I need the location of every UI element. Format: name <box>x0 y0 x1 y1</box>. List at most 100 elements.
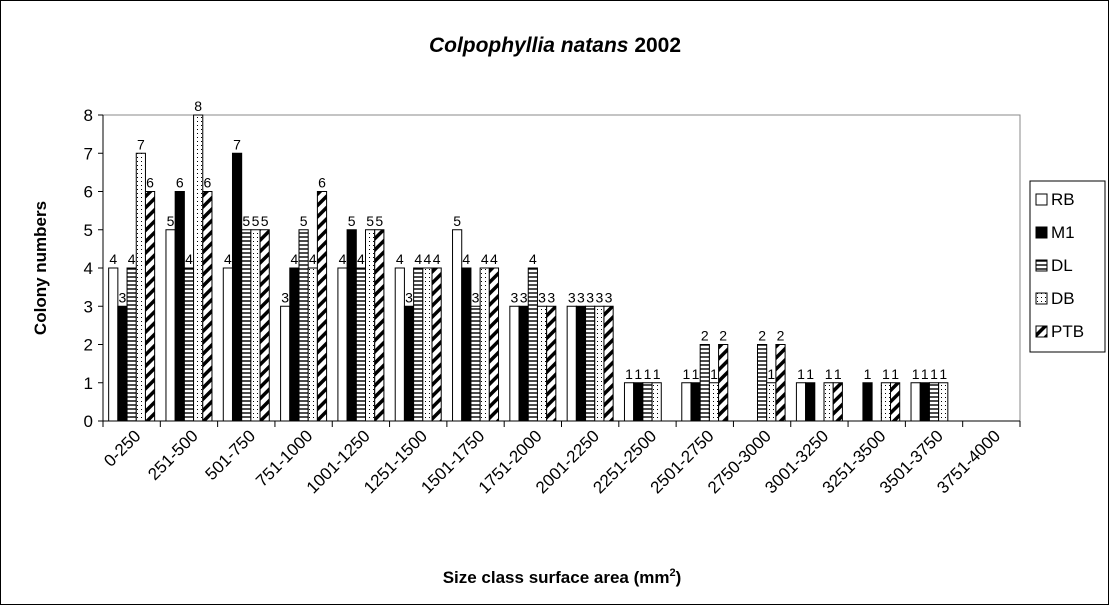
chart-title: Colpophyllia natans 2002 <box>429 34 681 57</box>
y-tick-label: 6 <box>84 183 93 202</box>
value-label: 1 <box>891 366 899 382</box>
bar <box>289 267 300 422</box>
value-label: 3 <box>405 289 413 305</box>
bar <box>623 382 635 422</box>
bar <box>259 229 270 422</box>
value-label: 6 <box>318 175 326 191</box>
value-label: 4 <box>109 251 117 267</box>
value-label: 5 <box>167 213 175 229</box>
bar <box>183 267 195 422</box>
bar <box>108 267 119 422</box>
legend-label: DL <box>1051 256 1073 275</box>
value-label: 1 <box>710 366 718 382</box>
value-label: 3 <box>595 289 603 305</box>
y-tick-label: 2 <box>84 336 93 355</box>
bar <box>795 382 807 422</box>
value-label: 1 <box>939 366 947 382</box>
value-label: 4 <box>224 251 232 267</box>
value-label: 2 <box>777 328 785 344</box>
bar <box>479 267 490 422</box>
value-label: 1 <box>767 366 775 382</box>
bar <box>910 382 921 422</box>
x-axis-label: Size class surface area (mm2) <box>443 567 682 587</box>
value-label: 4 <box>290 251 298 267</box>
bar <box>193 114 204 422</box>
value-label: 2 <box>701 328 709 344</box>
value-label: 1 <box>682 366 690 382</box>
value-label: 4 <box>433 251 441 267</box>
value-label: 1 <box>806 366 814 382</box>
legend-swatch <box>1035 226 1048 239</box>
value-label: 1 <box>921 366 929 382</box>
value-label: 6 <box>146 175 154 191</box>
bar <box>699 344 710 422</box>
bar <box>280 305 291 422</box>
bar <box>919 382 930 422</box>
bar <box>250 229 261 422</box>
bar <box>374 229 385 422</box>
value-label: 3 <box>538 289 546 305</box>
bar <box>202 191 213 422</box>
bar <box>174 191 185 422</box>
bar <box>488 267 500 422</box>
bar <box>775 344 786 422</box>
bar <box>355 267 367 422</box>
value-label: 4 <box>462 251 470 267</box>
bar <box>413 267 424 422</box>
value-label: 3 <box>568 289 576 305</box>
value-label: 3 <box>472 289 480 305</box>
bar <box>144 191 156 422</box>
value-label: 4 <box>357 251 365 267</box>
value-label: 8 <box>194 98 202 114</box>
bar <box>756 344 768 422</box>
value-label: 2 <box>758 328 766 344</box>
legend-swatch <box>1035 325 1048 338</box>
bar <box>708 382 720 422</box>
value-label: 3 <box>605 289 613 305</box>
bar <box>585 305 596 422</box>
bar <box>880 382 892 422</box>
value-label: 3 <box>281 289 289 305</box>
value-label: 1 <box>653 366 661 382</box>
value-label: 5 <box>375 213 383 229</box>
y-tick-label: 7 <box>84 144 93 163</box>
value-label: 1 <box>930 366 938 382</box>
bar <box>805 382 816 422</box>
value-label: 1 <box>825 366 833 382</box>
value-label: 5 <box>261 213 269 229</box>
bar <box>766 382 777 422</box>
value-label: 2 <box>719 328 727 344</box>
value-label: 4 <box>481 251 489 267</box>
value-label: 7 <box>137 136 145 152</box>
value-label: 3 <box>577 289 585 305</box>
bar <box>681 382 692 422</box>
value-label: 5 <box>300 213 308 229</box>
bar <box>452 229 463 422</box>
bar <box>651 382 662 422</box>
bar <box>518 305 529 422</box>
bar <box>536 305 548 422</box>
bar <box>126 267 137 422</box>
value-label: 1 <box>882 366 890 382</box>
value-label: 6 <box>203 175 211 191</box>
value-label: 1 <box>634 366 642 382</box>
value-label: 3 <box>586 289 594 305</box>
bar <box>938 382 949 422</box>
value-label: 3 <box>520 289 528 305</box>
value-label: 4 <box>414 251 422 267</box>
bar <box>222 267 233 422</box>
value-label: 1 <box>834 366 842 382</box>
value-label: 3 <box>511 289 519 305</box>
y-tick-label: 1 <box>84 374 93 393</box>
value-label: 5 <box>348 213 356 229</box>
value-label: 3 <box>119 289 127 305</box>
bar <box>527 267 538 422</box>
value-label: 4 <box>128 251 136 267</box>
bar <box>928 382 940 422</box>
legend-swatch <box>1035 292 1048 305</box>
bar <box>470 305 481 422</box>
value-label: 6 <box>176 175 184 191</box>
value-label: 1 <box>797 366 805 382</box>
legend-label: M1 <box>1051 223 1075 242</box>
